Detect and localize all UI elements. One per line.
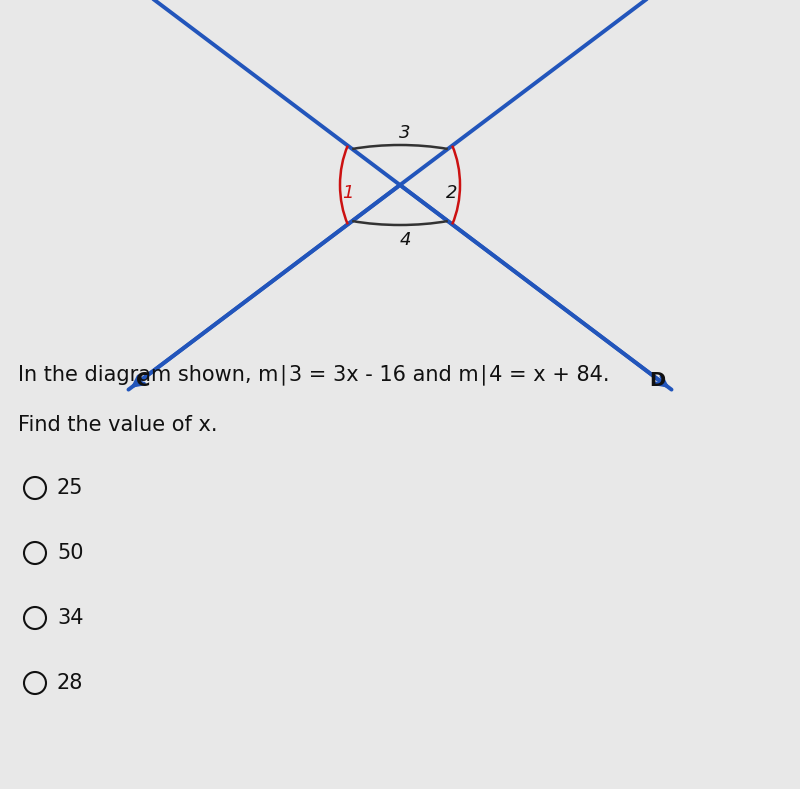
Text: 1: 1 <box>342 184 354 202</box>
Text: 34: 34 <box>57 608 83 628</box>
Text: 50: 50 <box>57 543 83 563</box>
Text: In the diagram shown, m∣3 = 3x - 16 and m∣4 = x + 84.: In the diagram shown, m∣3 = 3x - 16 and … <box>18 365 610 385</box>
Text: 25: 25 <box>57 478 83 498</box>
Text: 2: 2 <box>446 184 458 202</box>
Text: C: C <box>136 371 150 390</box>
Text: D: D <box>649 371 666 390</box>
Text: 28: 28 <box>57 673 83 693</box>
Text: Find the value of x.: Find the value of x. <box>18 415 218 435</box>
Text: 4: 4 <box>399 231 410 249</box>
Text: 3: 3 <box>399 124 410 142</box>
